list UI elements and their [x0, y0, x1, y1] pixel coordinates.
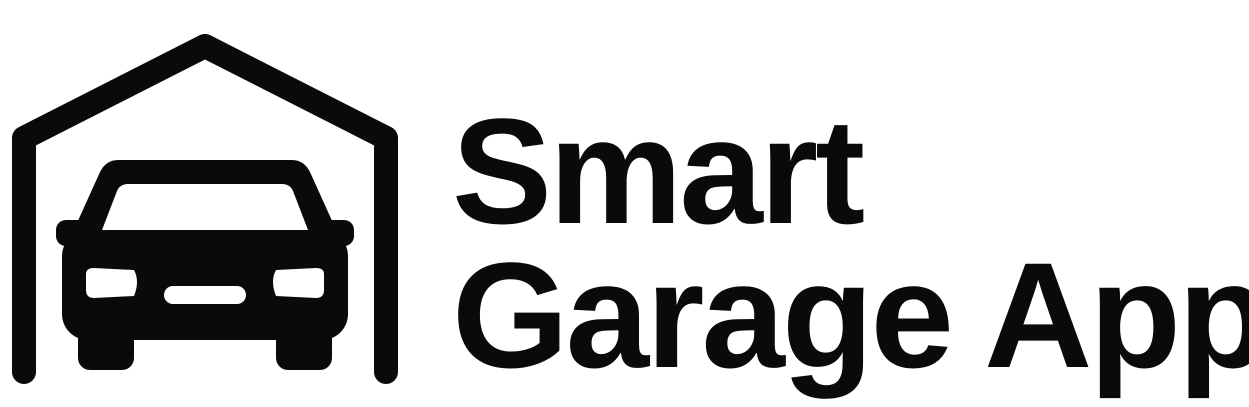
- brand-name-line-1: Smart: [452, 87, 865, 255]
- brand-wordmark: Smart Garage App: [452, 87, 1249, 390]
- brand-name-line-2: Garage App: [452, 231, 1249, 399]
- garage-car-icon: [12, 34, 398, 384]
